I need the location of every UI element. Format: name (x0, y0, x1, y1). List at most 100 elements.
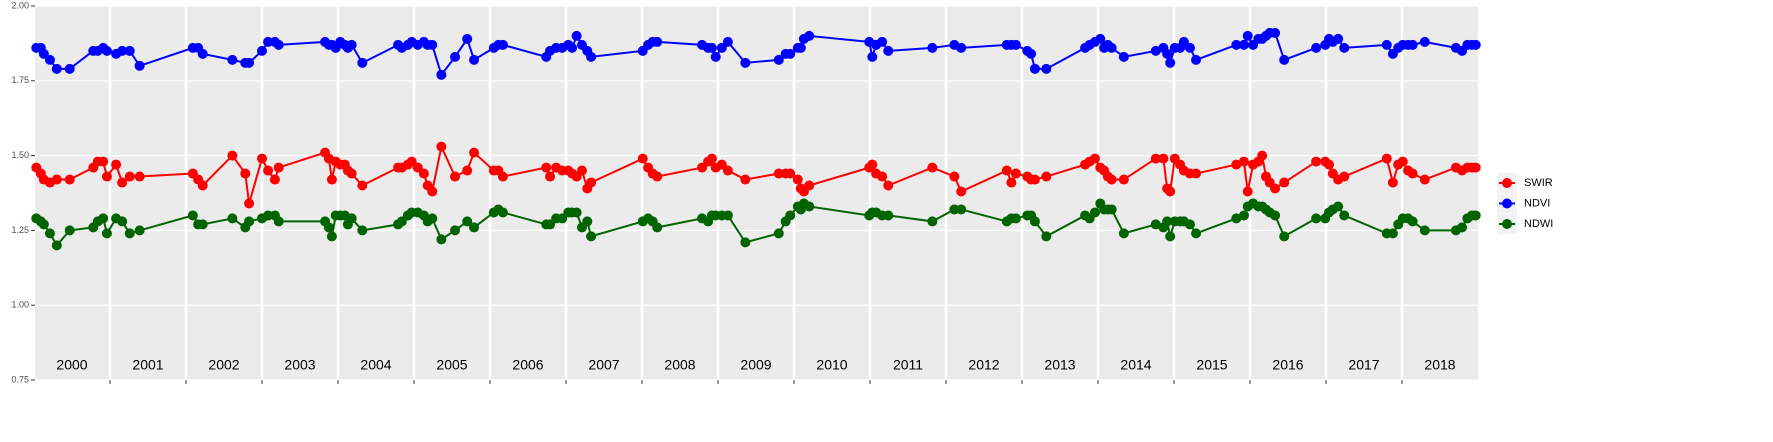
point (1242, 30, 1253, 41)
point (134, 171, 145, 182)
point (263, 165, 274, 176)
point (124, 228, 135, 239)
point (436, 69, 447, 80)
point (883, 210, 894, 221)
point (1238, 210, 1249, 221)
point (1162, 48, 1173, 59)
point (497, 171, 508, 182)
point (134, 225, 145, 236)
point (1150, 45, 1161, 56)
point (418, 168, 429, 179)
point (51, 63, 62, 74)
point (571, 207, 582, 218)
point (117, 177, 128, 188)
point (1150, 153, 1161, 164)
point (450, 51, 461, 62)
point (637, 153, 648, 164)
point (571, 30, 582, 41)
point (101, 45, 112, 56)
legend-label: NDWI (1524, 218, 1553, 230)
point (187, 210, 198, 221)
point (1324, 159, 1335, 170)
year-label: 2005 (436, 357, 467, 373)
point (1397, 156, 1408, 167)
year-label: 2009 (740, 357, 771, 373)
point (1238, 39, 1249, 50)
y-tick-label: 2.00 (11, 0, 29, 10)
point (740, 57, 751, 68)
point (1106, 42, 1117, 53)
year-label: 2017 (1348, 357, 1379, 373)
year-label: 2015 (1196, 357, 1227, 373)
point (956, 204, 967, 215)
point (785, 210, 796, 221)
point (227, 54, 238, 65)
point (263, 210, 274, 221)
point (652, 171, 663, 182)
point (1279, 231, 1290, 242)
point (124, 171, 135, 182)
point (436, 141, 447, 152)
point (804, 180, 815, 191)
point (1106, 174, 1117, 185)
point (1041, 171, 1052, 182)
point (1095, 33, 1106, 44)
point (1407, 216, 1418, 227)
point (956, 186, 967, 197)
point (1118, 51, 1129, 62)
point (1191, 228, 1202, 239)
point (1419, 174, 1430, 185)
y-tick-label: 1.25 (11, 225, 29, 235)
legend-label: SWIR (1524, 177, 1553, 189)
point (773, 228, 784, 239)
point (949, 171, 960, 182)
point (1184, 219, 1195, 230)
point (706, 153, 717, 164)
point (269, 174, 280, 185)
point (927, 216, 938, 227)
point (263, 36, 274, 47)
point (1238, 156, 1249, 167)
y-tick-label: 0.75 (11, 374, 29, 384)
point (450, 225, 461, 236)
point (1029, 63, 1040, 74)
point (1270, 27, 1281, 38)
point (652, 36, 663, 47)
point (740, 237, 751, 248)
point (785, 48, 796, 59)
point (722, 210, 733, 221)
point (867, 159, 878, 170)
point (1279, 177, 1290, 188)
point (38, 219, 49, 230)
year-label: 2012 (968, 357, 999, 373)
year-label: 2000 (56, 357, 87, 373)
point (1339, 171, 1350, 182)
year-label: 2008 (664, 357, 695, 373)
point (44, 228, 55, 239)
point (227, 213, 238, 224)
point (1026, 48, 1037, 59)
point (357, 180, 368, 191)
point (1029, 216, 1040, 227)
point (469, 54, 480, 65)
point (436, 234, 447, 245)
point (1242, 186, 1253, 197)
point (1106, 204, 1117, 215)
point (450, 171, 461, 182)
point (1231, 39, 1242, 50)
point (101, 171, 112, 182)
point (1184, 42, 1195, 53)
point (1333, 201, 1344, 212)
year-label: 2003 (284, 357, 315, 373)
point (469, 222, 480, 233)
point (273, 216, 284, 227)
point (197, 48, 208, 59)
point (326, 231, 337, 242)
point (357, 57, 368, 68)
point (877, 171, 888, 182)
point (240, 168, 251, 179)
point (117, 45, 128, 56)
point (1006, 177, 1017, 188)
point (773, 168, 784, 179)
point (273, 162, 284, 173)
